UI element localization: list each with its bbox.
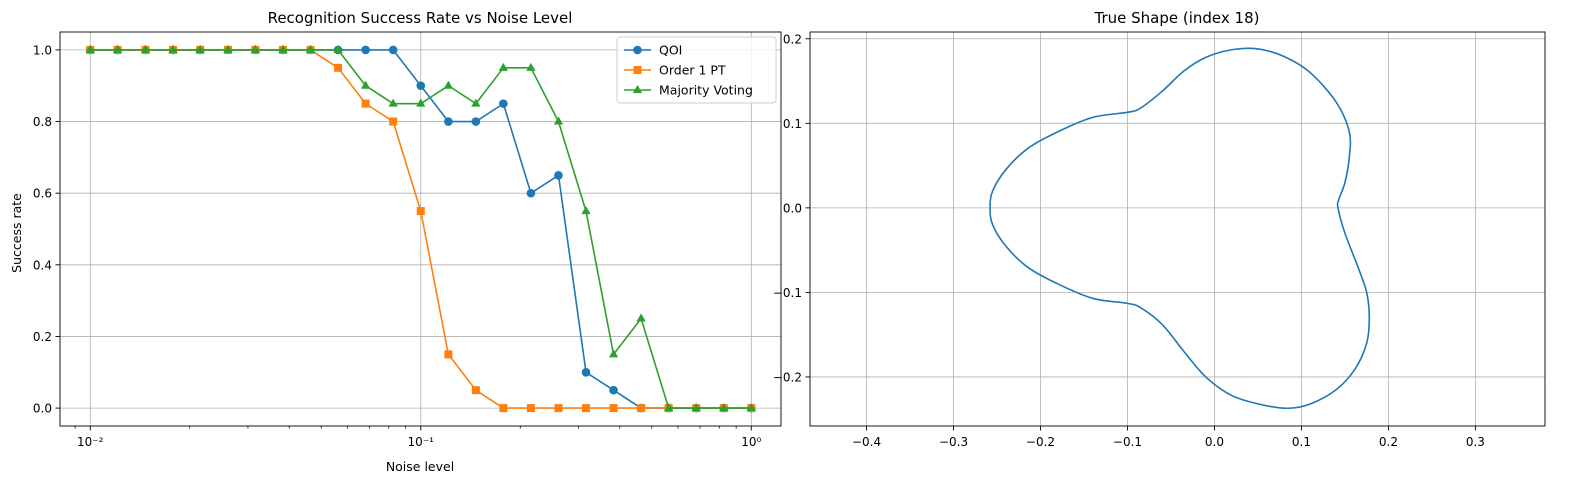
left-point-order1pt	[499, 404, 508, 413]
left-y-tick-label: 1.0	[33, 43, 52, 57]
left-y-tick-label: 0.4	[33, 258, 52, 272]
legend-marker-circle	[633, 45, 642, 55]
left-point-qoi	[471, 117, 481, 126]
left-point-majority	[553, 116, 564, 125]
left-x-tick-label: 10⁻¹	[408, 435, 435, 449]
right-x-tick-label: 0.1	[1292, 435, 1311, 449]
left-chart-title: Recognition Success Rate vs Noise Level	[268, 9, 573, 27]
legend-label: QOI	[659, 43, 682, 58]
left-point-majority	[333, 44, 343, 53]
left-point-order1pt	[361, 99, 370, 108]
right-x-tick-label: 0.2	[1379, 435, 1398, 449]
left-chart-ylabel: Success rate	[9, 193, 24, 273]
left-point-qoi	[554, 170, 563, 180]
right-shape-curve	[989, 47, 1371, 410]
left-point-majority	[608, 349, 619, 358]
right-x-tick-label: 0.0	[1205, 435, 1224, 449]
left-legend: QOI Order 1 PT Majority Voting	[616, 36, 777, 104]
left-point-majority	[498, 62, 509, 71]
left-point-majority	[278, 44, 288, 53]
left-chart-panel: Recognition Success Rate vs Noise Level …	[9, 9, 782, 474]
left-point-qoi	[361, 45, 370, 55]
left-point-qoi	[388, 45, 398, 55]
left-point-qoi	[416, 81, 426, 91]
right-x-tick-label: −0.2	[1026, 435, 1055, 449]
left-y-tick-label: 0.8	[33, 115, 52, 129]
left-point-qoi	[609, 385, 618, 395]
left-point-order1pt	[554, 404, 563, 413]
left-point-majority	[85, 44, 95, 53]
right-chart-title: True Shape (index 18)	[1094, 9, 1260, 27]
left-point-qoi	[444, 117, 453, 126]
left-point-order1pt	[444, 350, 453, 359]
right-x-tick-label: −0.3	[939, 435, 968, 449]
left-y-tick-label: 0.6	[33, 187, 52, 201]
right-y-tick-label: −0.2	[773, 370, 802, 384]
left-point-majority	[581, 206, 591, 215]
left-point-majority	[360, 80, 371, 89]
left-point-majority	[305, 44, 316, 53]
left-y-tick-label: 0.2	[33, 330, 52, 344]
left-x-tick-label: 10⁻²	[77, 435, 104, 449]
left-point-majority	[168, 44, 178, 53]
left-point-majority	[443, 80, 454, 89]
left-point-majority	[636, 313, 646, 322]
right-y-tick-label: 0.2	[783, 32, 802, 46]
right-y-tick-label: −0.1	[773, 286, 802, 300]
left-point-qoi	[581, 367, 591, 377]
left-point-order1pt	[582, 404, 591, 413]
right-x-tick-label: −0.4	[852, 435, 881, 449]
left-point-majority	[250, 44, 261, 53]
left-point-order1pt	[389, 117, 398, 126]
left-point-order1pt	[334, 63, 343, 72]
legend-label: Order 1 PT	[659, 63, 726, 78]
left-point-majority	[416, 98, 426, 107]
right-y-tick-label: 0.1	[783, 117, 802, 131]
left-chart-xlabel: Noise level	[386, 459, 454, 474]
left-point-majority	[223, 44, 233, 53]
legend-box	[616, 36, 777, 104]
left-axes-frame	[59, 31, 782, 427]
left-point-majority	[746, 403, 756, 412]
right-x-tick-label: −0.1	[1113, 435, 1142, 449]
left-point-majority	[663, 403, 674, 412]
left-point-majority	[471, 98, 481, 107]
left-point-majority	[388, 98, 398, 107]
left-point-majority	[691, 403, 701, 412]
right-chart-panel: True Shape (index 18) −0.4 −0.3 −0.2 −0.1 0.…	[773, 9, 1546, 449]
legend-label: Majority Voting	[659, 83, 753, 98]
left-point-order1pt	[471, 386, 480, 395]
left-point-majority	[526, 62, 536, 71]
legend-marker-square	[633, 66, 642, 74]
left-point-qoi	[499, 99, 508, 108]
left-x-tick-label: 10⁰	[741, 435, 761, 449]
left-y-tick-label: 0.0	[33, 402, 52, 416]
left-point-majority	[112, 44, 123, 53]
right-y-tick-label: 0.0	[783, 201, 802, 215]
left-point-order1pt	[637, 404, 646, 413]
left-point-order1pt	[526, 404, 535, 413]
legend-marker-triangle	[632, 85, 643, 93]
right-axes-frame	[809, 31, 1546, 427]
left-point-majority	[719, 403, 729, 412]
left-point-majority	[195, 44, 205, 53]
left-point-majority	[140, 44, 151, 53]
left-point-order1pt	[609, 404, 618, 413]
left-point-order1pt	[416, 207, 425, 216]
right-x-tick-label: 0.3	[1466, 435, 1485, 449]
left-point-qoi	[526, 188, 536, 198]
